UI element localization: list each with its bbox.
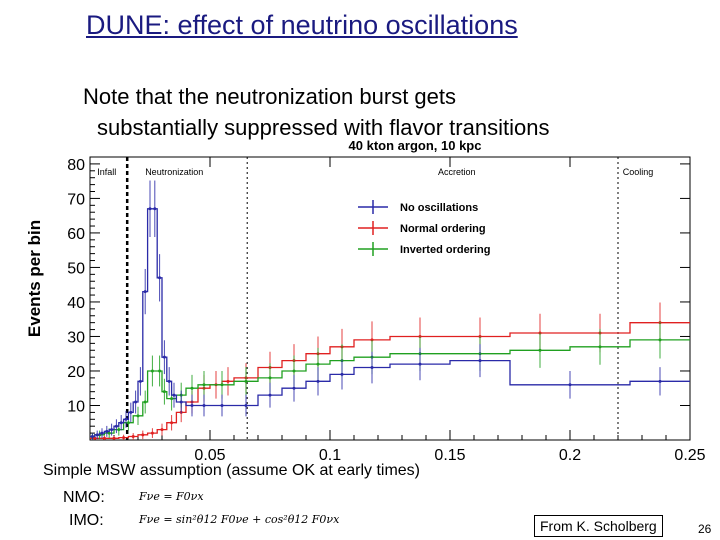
- data-point: [114, 424, 118, 428]
- data-point: [190, 386, 194, 390]
- page-number: 26: [698, 522, 712, 536]
- data-point: [170, 421, 174, 425]
- msw-caption: Simple MSW assumption (assume OK at earl…: [43, 462, 420, 479]
- data-point: [316, 362, 320, 366]
- data-point: [95, 433, 99, 437]
- x-tick-label: 0.1: [319, 447, 341, 464]
- data-point: [138, 379, 142, 383]
- x-tick-label: 0.15: [434, 447, 465, 464]
- data-point: [150, 431, 154, 435]
- data-point: [220, 403, 224, 407]
- data-point: [110, 428, 114, 432]
- data-point: [150, 369, 154, 373]
- y-tick-label: 60: [67, 226, 85, 243]
- data-point: [538, 348, 542, 352]
- data-point: [143, 400, 147, 404]
- data-point: [100, 431, 104, 435]
- phase-label: Accretion: [438, 167, 476, 177]
- data-point: [598, 345, 602, 349]
- slide-title: DUNE: effect of neutrino oscillations: [86, 10, 518, 40]
- y-tick-label: 80: [67, 157, 85, 174]
- data-point: [93, 436, 97, 440]
- phase-label: Cooling: [623, 167, 654, 177]
- data-point: [126, 421, 130, 425]
- data-point: [172, 393, 176, 397]
- data-point: [170, 397, 174, 401]
- data-point: [112, 436, 116, 440]
- data-point: [162, 390, 166, 394]
- data-point: [136, 414, 140, 418]
- data-point: [102, 436, 106, 440]
- data-point: [292, 369, 296, 373]
- data-point: [244, 379, 248, 383]
- phase-label: Infall: [97, 167, 116, 177]
- data-point: [129, 410, 133, 414]
- chart-title: 40 kton argon, 10 kpc: [349, 138, 482, 153]
- data-point: [244, 403, 248, 407]
- data-point: [179, 400, 183, 404]
- data-point: [418, 362, 422, 366]
- data-point: [658, 338, 662, 342]
- data-point: [202, 403, 206, 407]
- data-point: [478, 359, 482, 363]
- data-point: [202, 383, 206, 387]
- data-point: [167, 379, 171, 383]
- data-point: [658, 379, 662, 383]
- data-point: [268, 376, 272, 380]
- y-tick-label: 30: [67, 329, 85, 346]
- legend-entry: No oscillations: [400, 202, 478, 214]
- note-line-1: Note that the neutronization burst gets: [83, 84, 457, 109]
- data-point: [105, 429, 109, 433]
- data-point: [158, 369, 162, 373]
- data-point: [143, 290, 147, 294]
- data-point: [370, 338, 374, 342]
- data-point: [268, 393, 272, 397]
- credit-box: From K. Scholberg: [534, 515, 663, 537]
- data-point: [160, 428, 164, 432]
- y-tick-label: 50: [67, 260, 85, 277]
- data-point: [131, 435, 135, 439]
- data-point: [119, 421, 123, 425]
- legend-entry: Normal ordering: [400, 223, 486, 235]
- y-tick-label: 10: [67, 398, 85, 415]
- data-point: [568, 383, 572, 387]
- legend-entry: Inverted ordering: [400, 244, 490, 256]
- nmo-label: NMO:: [63, 489, 105, 506]
- data-point: [148, 207, 152, 211]
- y-tick-label: 70: [67, 191, 85, 208]
- plot-frame: [89, 156, 691, 441]
- data-point: [158, 276, 162, 280]
- data-point: [153, 207, 157, 211]
- data-point: [370, 366, 374, 370]
- data-point: [226, 379, 230, 383]
- data-point: [340, 372, 344, 376]
- data-point: [292, 386, 296, 390]
- data-point: [220, 383, 224, 387]
- imo-formula: Fνe = sin²θ12 F0νe + cos²θ12 F0νx: [139, 513, 340, 526]
- y-axis-label: Events per bin: [25, 220, 44, 337]
- data-point: [134, 400, 138, 404]
- nmo-formula: Fνe = F0νx: [139, 490, 204, 503]
- data-point: [124, 417, 128, 421]
- y-tick-label: 20: [67, 364, 85, 381]
- data-point: [141, 433, 145, 437]
- data-point: [122, 436, 126, 440]
- imo-label: IMO:: [69, 512, 104, 529]
- x-tick-label: 0.05: [194, 447, 225, 464]
- data-point: [117, 428, 121, 432]
- data-point: [190, 403, 194, 407]
- x-tick-label: 0.25: [674, 447, 705, 464]
- data-point: [107, 431, 111, 435]
- data-point: [316, 379, 320, 383]
- y-tick-label: 40: [67, 295, 85, 312]
- note-line-2: substantially suppressed with flavor tra…: [97, 115, 550, 140]
- data-point: [162, 355, 166, 359]
- x-tick-label: 0.2: [559, 447, 581, 464]
- data-point: [90, 435, 94, 439]
- phase-label: Neutronization: [145, 167, 203, 177]
